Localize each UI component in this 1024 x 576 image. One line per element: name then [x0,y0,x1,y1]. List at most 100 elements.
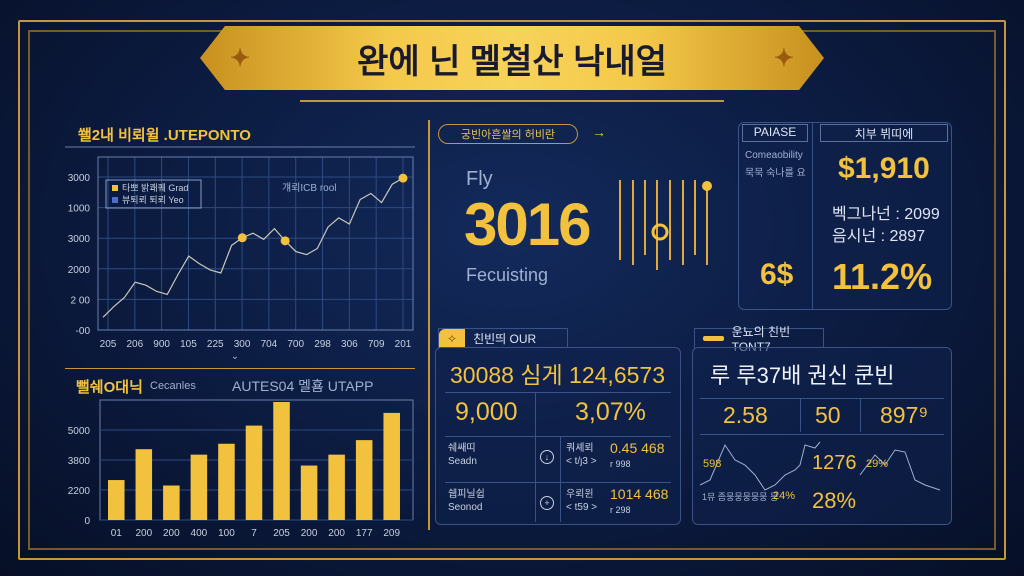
divider [812,122,813,310]
bottom-mid-headline: 30088 심게 124,6573 [450,362,665,388]
kpi-sub: Fecuisting [466,265,549,285]
box1-title: PAIASE [742,124,808,142]
x-tick: 306 [341,339,358,350]
highlight-point [398,173,408,183]
sparklines [700,441,941,491]
x-tick: 200 [163,528,180,539]
stat-2: 음시넌 : 2897 [832,228,926,245]
x-tick: 300 [234,339,251,350]
bottom-right-panel [692,347,952,525]
stat-1: 벡그나넌 : 2099 [832,206,940,223]
page-title: 완에 닌 멜철산 낙내얼 [357,42,667,81]
spark-label-1: 598 [703,458,722,470]
plot-frame [97,156,414,331]
legend-label: 뷰퇴뢰 퇴뢰 Yeo [122,195,184,205]
diamond-icon: ✧ [439,329,466,348]
box2-title: 치부 뷔띠에 [820,124,948,142]
x-tick: 709 [368,339,385,350]
bar [355,440,373,520]
x-tick: 7 [251,528,257,539]
box1-value: 6$ [760,258,794,291]
row-mid: 쿼셰뢰 < t/ȷ3 > [566,443,597,467]
legend-label: 타뽀 밝쾌퀘 Grad [122,183,188,193]
row-left: 쉡피닐쉽 Seonod [448,489,485,513]
y-tick: 0 [84,516,90,527]
bar-panel-right-title: AUTES04 멜횸 UTAPP [232,378,374,394]
bar [163,485,180,520]
x-tick: 400 [191,528,208,539]
x-tick: 900 [153,339,170,350]
tab-tont[interactable]: 운뇨의 친빈TONT7 [694,325,824,354]
bar [190,454,208,520]
x-tick: 200 [301,528,318,539]
x-tick: 105 [180,339,197,350]
kpi-badge-label: 궁빈아흔쌀의 허비란 [460,129,556,141]
y-tick: 1000 [68,204,91,215]
y-tick: 5000 [68,426,91,437]
bar [108,480,125,520]
bottom-right-headline: 루 루37배 권신 쿤빈 [710,363,895,388]
box1-line: 묵묵 숙나를 요 [745,168,806,179]
box2-percent: 11.2% [832,256,933,297]
y-tick: 2200 [68,486,91,497]
chevron-down-icon: ⌄ [231,351,239,362]
line-panel-title: 쐘2내 비뢰윌 .UTEPONTO [78,127,251,144]
x-tick: 209 [383,528,400,539]
x-tick: 177 [356,528,373,539]
y-tick: 3000 [68,173,91,184]
arrow-right-icon[interactable]: → [592,124,606,140]
outer-frame [18,20,1006,560]
legend-swatch [112,197,118,203]
arrow-down-circle-icon[interactable]: ↓ [540,450,554,464]
x-tick: 201 [395,339,412,350]
row-left: 쉐쌔띠 Seadn [448,443,477,467]
bottom-mid-value-1: 9,000 [455,398,518,426]
row-value: 1014 468 r 298 [610,486,669,515]
pct-2: 28% [812,488,857,513]
box1-line: Comeaobility [745,150,803,161]
line-chart: 3000 1000 3000 2000 2 00 -00 205 206 900 105 225 30… [65,146,415,362]
y-tick: 2 00 [71,295,91,306]
bar-panel-subtitle: Cecanles [150,380,196,392]
bottom-right-value-2: 50 [815,402,841,428]
spark-label-3: 29% [866,458,889,470]
bar [245,425,263,520]
series-line [102,177,404,318]
legend-swatch [112,185,118,191]
tab-our[interactable]: ✧ 친빈띄 OUR [438,328,568,348]
bottom-mid-value-2: 3,07% [575,398,646,426]
divider [300,100,724,102]
bar [273,402,290,520]
x-tick: 205 [100,339,117,350]
divider [65,368,415,369]
bottom-right-value-3: 897⁹ [880,402,929,428]
divider [428,120,430,530]
x-tick: 206 [126,339,143,350]
highlight-point [237,233,247,243]
bar-panel-title: 뻘쉐O대닉 [76,379,143,396]
plus-circle-icon[interactable]: + [540,496,554,510]
pct-1: 24% [773,490,796,502]
footer-text: 1뮤 좀뭉뭉뭉뭉뭉 뭉 [702,492,779,502]
bar [383,412,400,520]
x-tick: 298 [314,339,331,350]
diamond-star-icon: ✦ [230,45,251,72]
x-tick: 205 [273,528,290,539]
row-value: 0.45 468 r 998 [610,440,665,469]
y-tick: -00 [76,326,91,337]
row-mid: 우뢰윈 < t59 > [566,489,598,513]
spark-label-2: 1276 [812,452,857,474]
vertical-lines-graphic [619,180,712,270]
x-tick: 200 [328,528,345,539]
bar [218,443,235,520]
y-tick: 2000 [68,265,91,276]
right-top-panel [738,122,952,310]
kpi-badge[interactable]: 궁빈아흔쌀의 허비란 [438,124,578,144]
kpi-value: 3016 [464,191,591,258]
bar [135,449,153,520]
x-tick: 704 [261,339,278,350]
x-tick: 100 [218,528,235,539]
bar-icon [703,336,724,341]
kpi-label: Fly [466,168,493,190]
title-banner: ✦ 완에 닌 멜철산 낙내얼 ✦ [200,26,824,90]
